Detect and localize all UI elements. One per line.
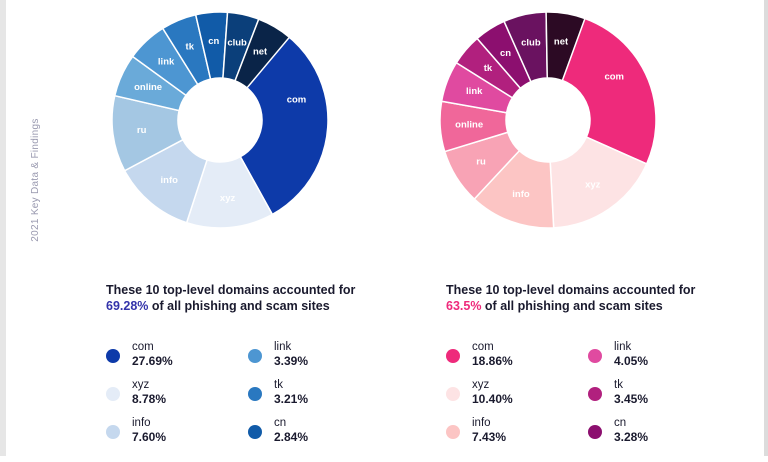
legend-value: 3.21%: [274, 392, 309, 406]
legend-value: 3.45%: [614, 392, 649, 406]
legend-value: 3.39%: [274, 354, 309, 368]
legend-item-com: com 18.86%: [446, 341, 586, 386]
slice-label-online: online: [134, 82, 162, 93]
legend-swatch: [446, 387, 460, 401]
legend-item-link: link 3.39%: [248, 341, 388, 386]
legend-value: 7.43%: [472, 430, 507, 444]
slice-label-info: info: [161, 175, 179, 186]
panel-right: These 10 top-level domains accounted for…: [446, 282, 746, 444]
slice-label-online: online: [455, 119, 483, 130]
legend-item-xyz: xyz 10.40%: [446, 379, 586, 424]
slice-label-club: club: [521, 37, 541, 48]
legend-label: cn: [614, 417, 627, 429]
slice-label-tk: tk: [186, 42, 195, 53]
slice-label-cn: cn: [208, 36, 219, 47]
legend-item-cn: cn 3.28%: [588, 417, 728, 462]
legend-item-link: link 4.05%: [588, 341, 728, 386]
legend-swatch: [106, 349, 120, 363]
legend-label: tk: [614, 379, 623, 391]
legend-label: xyz: [132, 379, 150, 391]
slice-label-net: net: [554, 37, 569, 48]
legend-label: link: [274, 341, 292, 353]
heading-rest: of all phishing and scam sites: [481, 299, 663, 313]
legend-value: 7.60%: [132, 430, 167, 444]
legend-swatch: [248, 349, 262, 363]
side-section-label: 2021 Key Data & Findings: [30, 118, 41, 242]
legend-swatch: [248, 387, 262, 401]
legend-value: 10.40%: [472, 392, 513, 406]
slice-label-com: com: [287, 95, 307, 106]
slice-net: [545, 11, 586, 82]
slice-label-ru: ru: [476, 156, 486, 167]
heading-rest: of all phishing and scam sites: [148, 299, 330, 313]
legend-item-com: com 27.69%: [106, 341, 246, 386]
legend-value: 27.69%: [132, 354, 173, 368]
legend-label: com: [472, 341, 494, 353]
legend-item-cn: cn 2.84%: [248, 417, 388, 462]
panel-heading: These 10 top-level domains accounted for…: [106, 282, 406, 314]
legend-value: 3.28%: [614, 430, 649, 444]
slice-label-net: net: [253, 46, 268, 57]
legend-swatch: [588, 425, 602, 439]
slice-com: [547, 11, 657, 165]
slice-label-info: info: [512, 189, 530, 200]
panel-left: These 10 top-level domains accounted for…: [106, 282, 406, 444]
left-border: [0, 0, 6, 456]
slice-label-xyz: xyz: [585, 180, 601, 191]
legend-value: 18.86%: [472, 354, 513, 368]
heading-percentage: 63.5%: [446, 299, 482, 313]
legend-label: info: [472, 417, 491, 429]
slice-label-club: club: [227, 37, 247, 48]
legend-swatch: [446, 349, 460, 363]
legend-item-tk: tk 3.21%: [248, 379, 388, 424]
heading-percentage: 69.28%: [106, 299, 149, 313]
legend-label: info: [132, 417, 151, 429]
legend-swatch: [248, 425, 262, 439]
legend-value: 8.78%: [132, 392, 167, 406]
legend-item-xyz: xyz 8.78%: [106, 379, 246, 424]
panel-heading: These 10 top-level domains accounted for…: [446, 282, 746, 314]
slice-xyz: [549, 136, 648, 229]
slice-net: [234, 18, 291, 89]
legend-swatch: [588, 387, 602, 401]
slice-label-cn: cn: [500, 48, 511, 59]
slice-label-ru: ru: [137, 125, 147, 136]
right-border: [764, 0, 768, 456]
slice-label-link: link: [466, 86, 483, 97]
slice-label-com: com: [604, 71, 624, 82]
heading-line-1: These 10 top-level domains accounted for: [106, 283, 356, 297]
legend-label: cn: [274, 417, 287, 429]
legend-item-info: info 7.60%: [106, 417, 246, 462]
legend-value: 4.05%: [614, 354, 649, 368]
legend-label: link: [614, 341, 632, 353]
heading-line-1: These 10 top-level domains accounted for: [446, 283, 696, 297]
legend-label: tk: [274, 379, 283, 391]
legend-swatch: [106, 387, 120, 401]
slice-label-link: link: [158, 57, 175, 68]
legend-item-info: info 7.43%: [446, 417, 586, 462]
legend-label: com: [132, 341, 154, 353]
slice-label-tk: tk: [484, 63, 493, 74]
slice-label-xyz: xyz: [220, 193, 236, 204]
legend-value: 2.84%: [274, 430, 309, 444]
legend-swatch: [446, 425, 460, 439]
legend-swatch: [106, 425, 120, 439]
legend-swatch: [588, 349, 602, 363]
legend-label: xyz: [472, 379, 490, 391]
legend-item-tk: tk 3.45%: [588, 379, 728, 424]
